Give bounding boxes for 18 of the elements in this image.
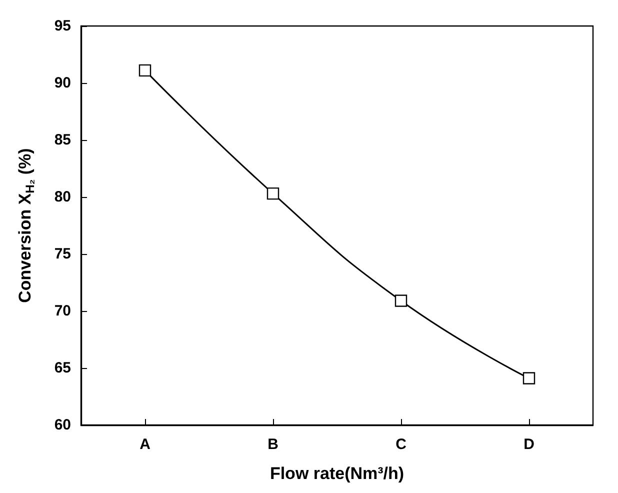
x-tick-label: B	[268, 436, 279, 453]
point	[394, 294, 408, 307]
point	[138, 64, 152, 77]
x-tick-label: D	[524, 436, 535, 453]
point	[522, 372, 536, 384]
x-axis-title: Flow rate(Nm³/h)	[270, 464, 404, 483]
y-tick-label: 75	[54, 246, 71, 262]
x-tick-label: C	[396, 436, 407, 453]
y-axis-title: Conversion XH₂ (%)	[16, 148, 37, 303]
y-tick-label: 95	[54, 18, 71, 34]
point	[266, 187, 280, 200]
y-tick-label: 90	[54, 74, 71, 92]
y-tick-label: 70	[54, 302, 71, 320]
y-tick-label: 85	[54, 132, 71, 148]
y-tick-label: 80	[54, 188, 71, 206]
y-tick-label: 65	[54, 360, 71, 376]
y-tick-label: 60	[54, 416, 71, 434]
x-tick-label: A	[140, 436, 151, 453]
